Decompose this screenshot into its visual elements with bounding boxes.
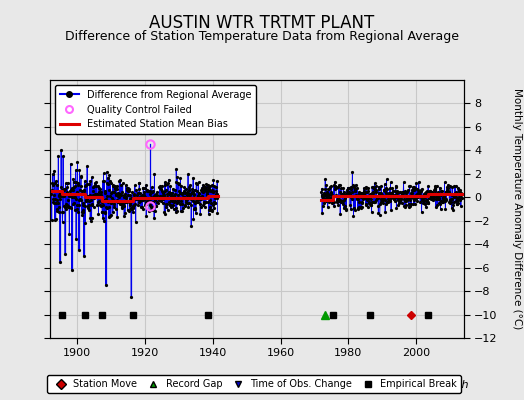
Legend: Difference from Regional Average, Quality Control Failed, Estimated Station Mean: Difference from Regional Average, Qualit… — [54, 85, 256, 134]
Y-axis label: Monthly Temperature Anomaly Difference (°C): Monthly Temperature Anomaly Difference (… — [511, 88, 521, 330]
Text: Berkeley Earth: Berkeley Earth — [387, 380, 469, 390]
Text: Difference of Station Temperature Data from Regional Average: Difference of Station Temperature Data f… — [65, 30, 459, 43]
Text: AUSTIN WTR TRTMT PLANT: AUSTIN WTR TRTMT PLANT — [149, 14, 375, 32]
Legend: Station Move, Record Gap, Time of Obs. Change, Empirical Break: Station Move, Record Gap, Time of Obs. C… — [47, 375, 461, 393]
